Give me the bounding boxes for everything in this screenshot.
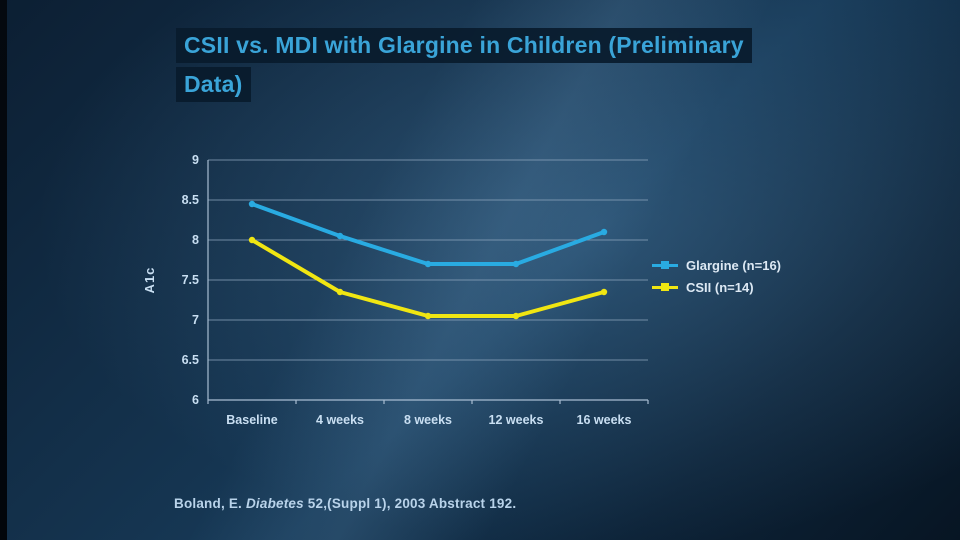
slide-title-text-2: Data) [176, 67, 251, 102]
slide-title-line-2: Data) [176, 67, 876, 102]
svg-text:4 weeks: 4 weeks [316, 413, 364, 427]
chart-canvas: 9 8.5 8 7.5 7 6.5 6 Baseline 4 weeks 8 weeks 12 we… [142, 153, 649, 427]
slide-title: CSII vs. MDI with Glargine in Children (… [176, 28, 876, 106]
chart-legend: Glargine (n=16) CSII (n=14) [652, 258, 781, 295]
svg-text:8: 8 [192, 233, 199, 247]
svg-text:Baseline: Baseline [226, 413, 277, 427]
svg-text:9: 9 [192, 153, 199, 167]
citation-author: Boland, E. [174, 496, 246, 511]
svg-text:7: 7 [192, 313, 199, 327]
svg-text:A1c: A1c [142, 267, 157, 294]
slide-title-text-1: CSII vs. MDI with Glargine in Children (… [176, 28, 752, 63]
glargine-line-marker [652, 261, 678, 269]
line-chart: 9 8.5 8 7.5 7 6.5 6 Baseline 4 weeks 8 weeks 12 we… [138, 146, 658, 446]
svg-text:8.5: 8.5 [182, 193, 199, 207]
legend-item-glargine: Glargine (n=16) [652, 258, 781, 273]
citation: Boland, E. Diabetes 52,(Suppl 1), 2003 A… [174, 496, 516, 511]
left-edge-bar [0, 0, 7, 540]
svg-text:12 weeks: 12 weeks [489, 413, 544, 427]
svg-text:6: 6 [192, 393, 199, 407]
legend-label-csii: CSII (n=14) [686, 280, 754, 295]
legend-label-glargine: Glargine (n=16) [686, 258, 781, 273]
legend-item-csii: CSII (n=14) [652, 280, 781, 295]
svg-text:16 weeks: 16 weeks [577, 413, 632, 427]
slide-title-line-1: CSII vs. MDI with Glargine in Children (… [176, 28, 876, 63]
citation-details: 52,(Suppl 1), 2003 Abstract 192. [303, 496, 517, 511]
csii-line-marker [652, 283, 678, 291]
svg-text:7.5: 7.5 [182, 273, 199, 287]
svg-text:8 weeks: 8 weeks [404, 413, 452, 427]
citation-journal: Diabetes [245, 496, 304, 511]
svg-text:6.5: 6.5 [182, 353, 199, 367]
